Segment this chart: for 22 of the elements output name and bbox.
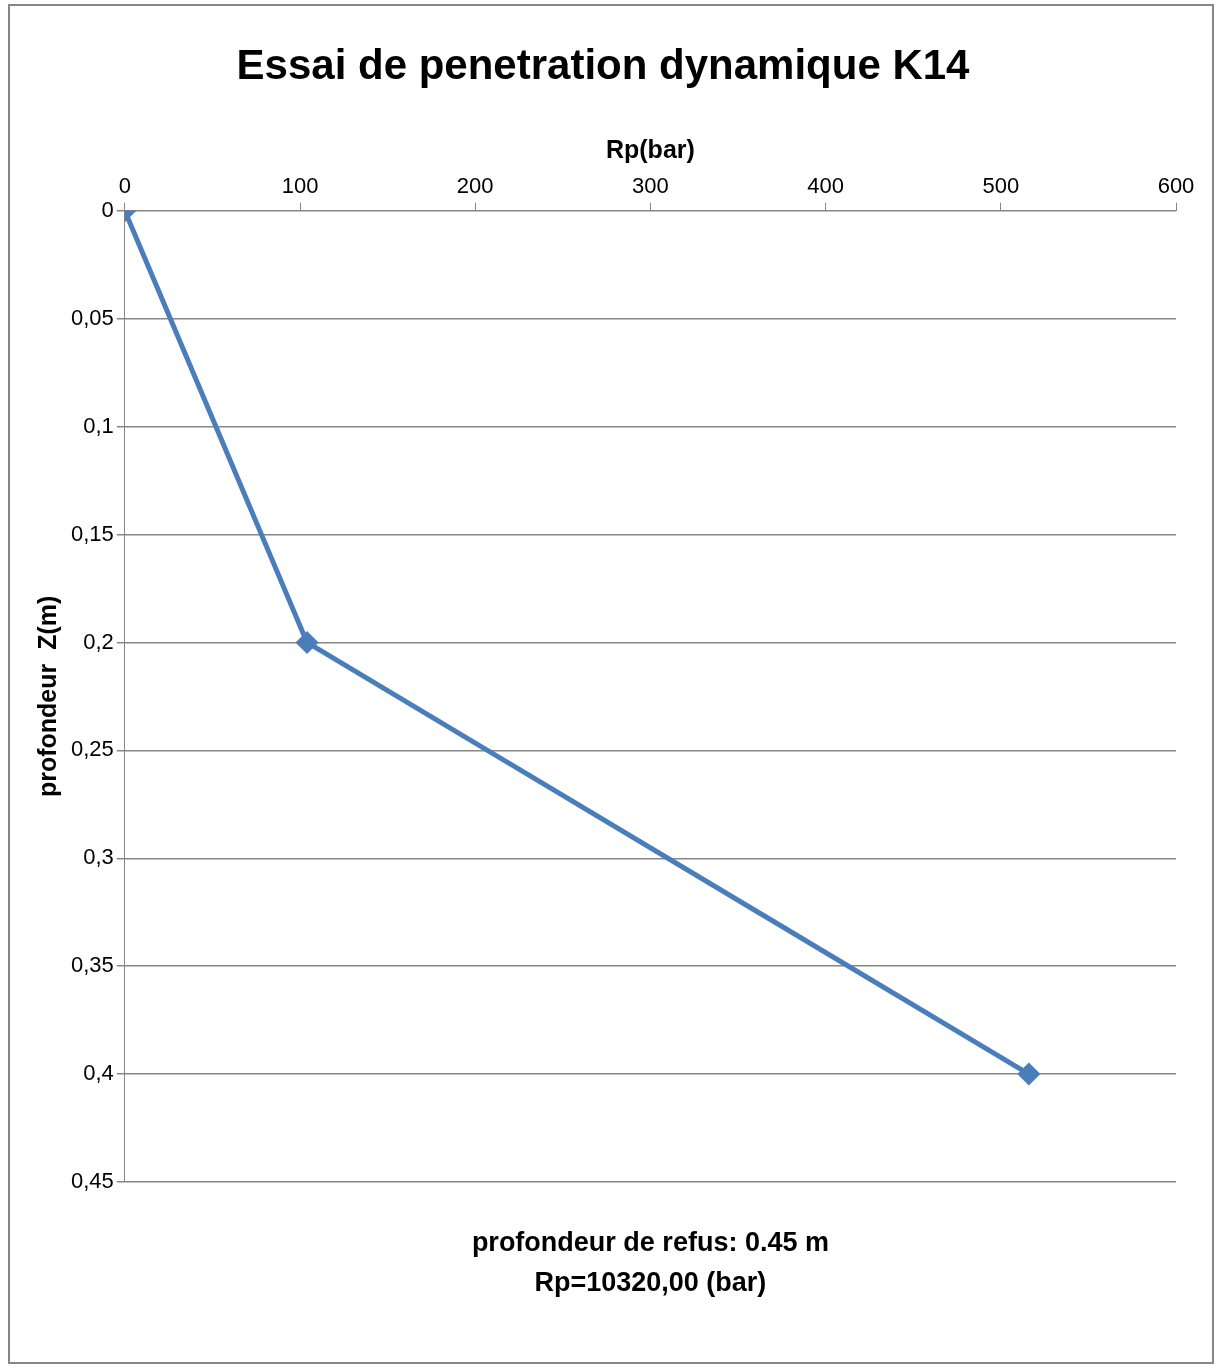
x-tick-label: 300 (632, 172, 669, 198)
x-tick-label: 100 (281, 172, 319, 198)
y-tick-label: 0 (101, 196, 114, 222)
y-tick-label: 0,1 (83, 412, 114, 438)
x-axis-title: Rp(bar) (605, 135, 695, 164)
y-tick-label: 0,3 (83, 844, 114, 870)
y-tick-label: 0,25 (70, 736, 114, 762)
x-tick-label: 600 (1157, 172, 1195, 198)
x-tick-label: 400 (807, 172, 844, 198)
y-tick-label: 0,2 (83, 628, 114, 654)
y-tick-label: 0,35 (70, 952, 114, 978)
text: profondeur de refus: 0.45 m (471, 1227, 829, 1258)
y-tick-label: 0,05 (70, 304, 114, 330)
chart-title: Essai de penetration dynamique K14 (236, 40, 971, 88)
text: Rp=10320,00 (bar) (534, 1267, 767, 1298)
x-tick-label: 500 (982, 172, 1020, 198)
y-tick-label: 0,15 (70, 520, 114, 546)
x-tick-label: 200 (456, 172, 494, 198)
y-tick-label: 0,45 (70, 1168, 114, 1194)
x-tick-label: 0 (118, 172, 131, 198)
y-axis-title: profondeur Z(m) (32, 595, 61, 798)
y-tick-label: 0,4 (83, 1060, 114, 1086)
